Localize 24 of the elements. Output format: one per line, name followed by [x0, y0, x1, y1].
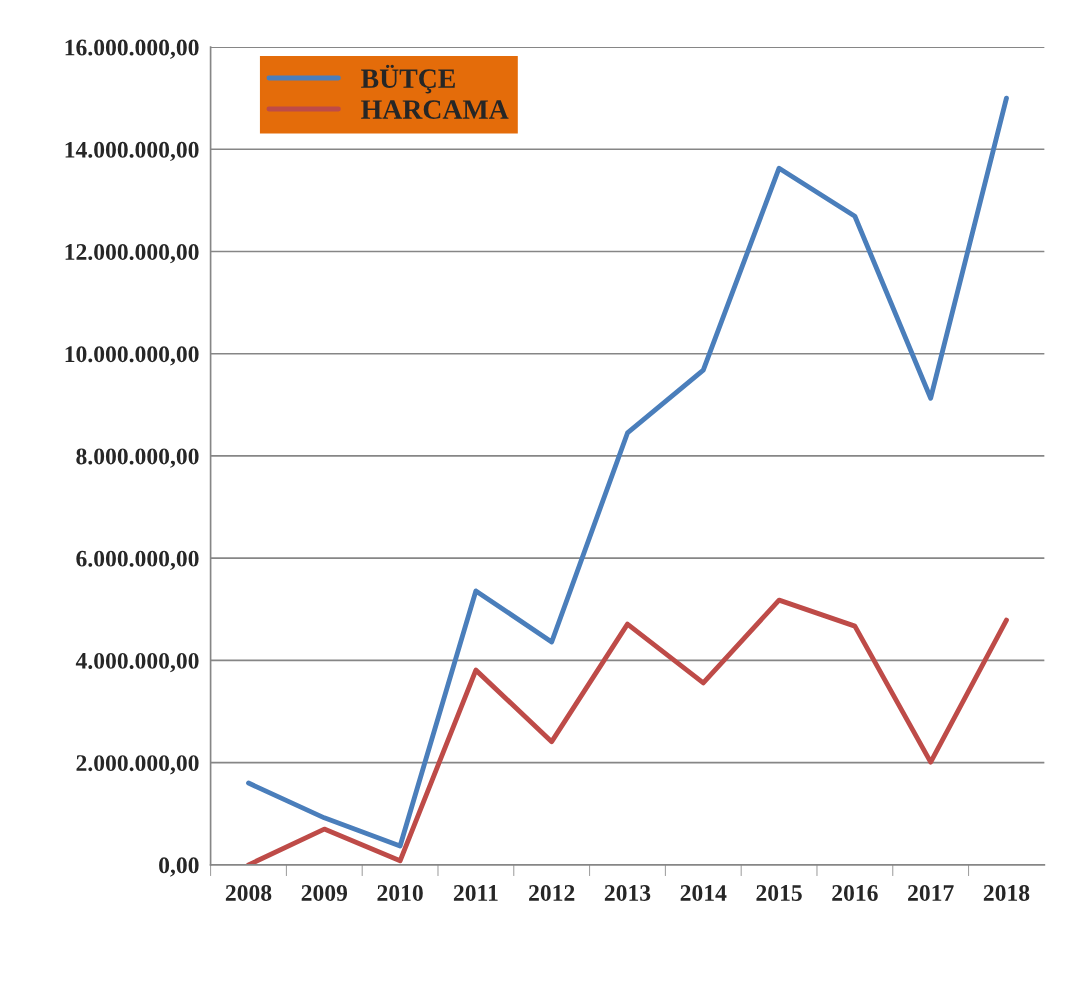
y-tick-label: 6.000.000,00 [76, 550, 199, 571]
legend-label: BÜTÇE [361, 64, 455, 94]
x-tick-label: 2016 [832, 884, 878, 901]
x-tick-label: 2009 [301, 884, 348, 901]
y-tick-label: 2.000.000,00 [76, 755, 199, 775]
y-tick-label: 0,00 [159, 857, 199, 877]
x-tick-label: 2015 [756, 884, 802, 901]
x-tick-label: 2012 [529, 884, 575, 901]
x-tick-label: 2013 [604, 884, 651, 901]
x-tick-label: 2017 [908, 884, 954, 901]
line-series [246, 597, 1009, 865]
y-tick-label: 8.000.000,00 [76, 448, 199, 468]
y-tick-label: 16.000.000,00 [65, 39, 199, 59]
y-tick-label: 12.000.000,00 [65, 243, 199, 264]
line-series [246, 95, 1009, 849]
y-tick-label: 10.000.000,00 [65, 346, 199, 366]
legend-label: HARCAMA [361, 100, 509, 119]
x-tick-label: 2014 [680, 884, 727, 901]
y-tick-label: 14.000.000,00 [65, 141, 199, 162]
y-tick-label: 4.000.000,00 [75, 652, 199, 673]
x-tick-label: 2010 [377, 884, 423, 901]
x-tick-label: 2008 [225, 884, 272, 901]
x-tick-label: 2011 [453, 884, 498, 901]
x-tick-label: 2018 [983, 884, 1030, 901]
